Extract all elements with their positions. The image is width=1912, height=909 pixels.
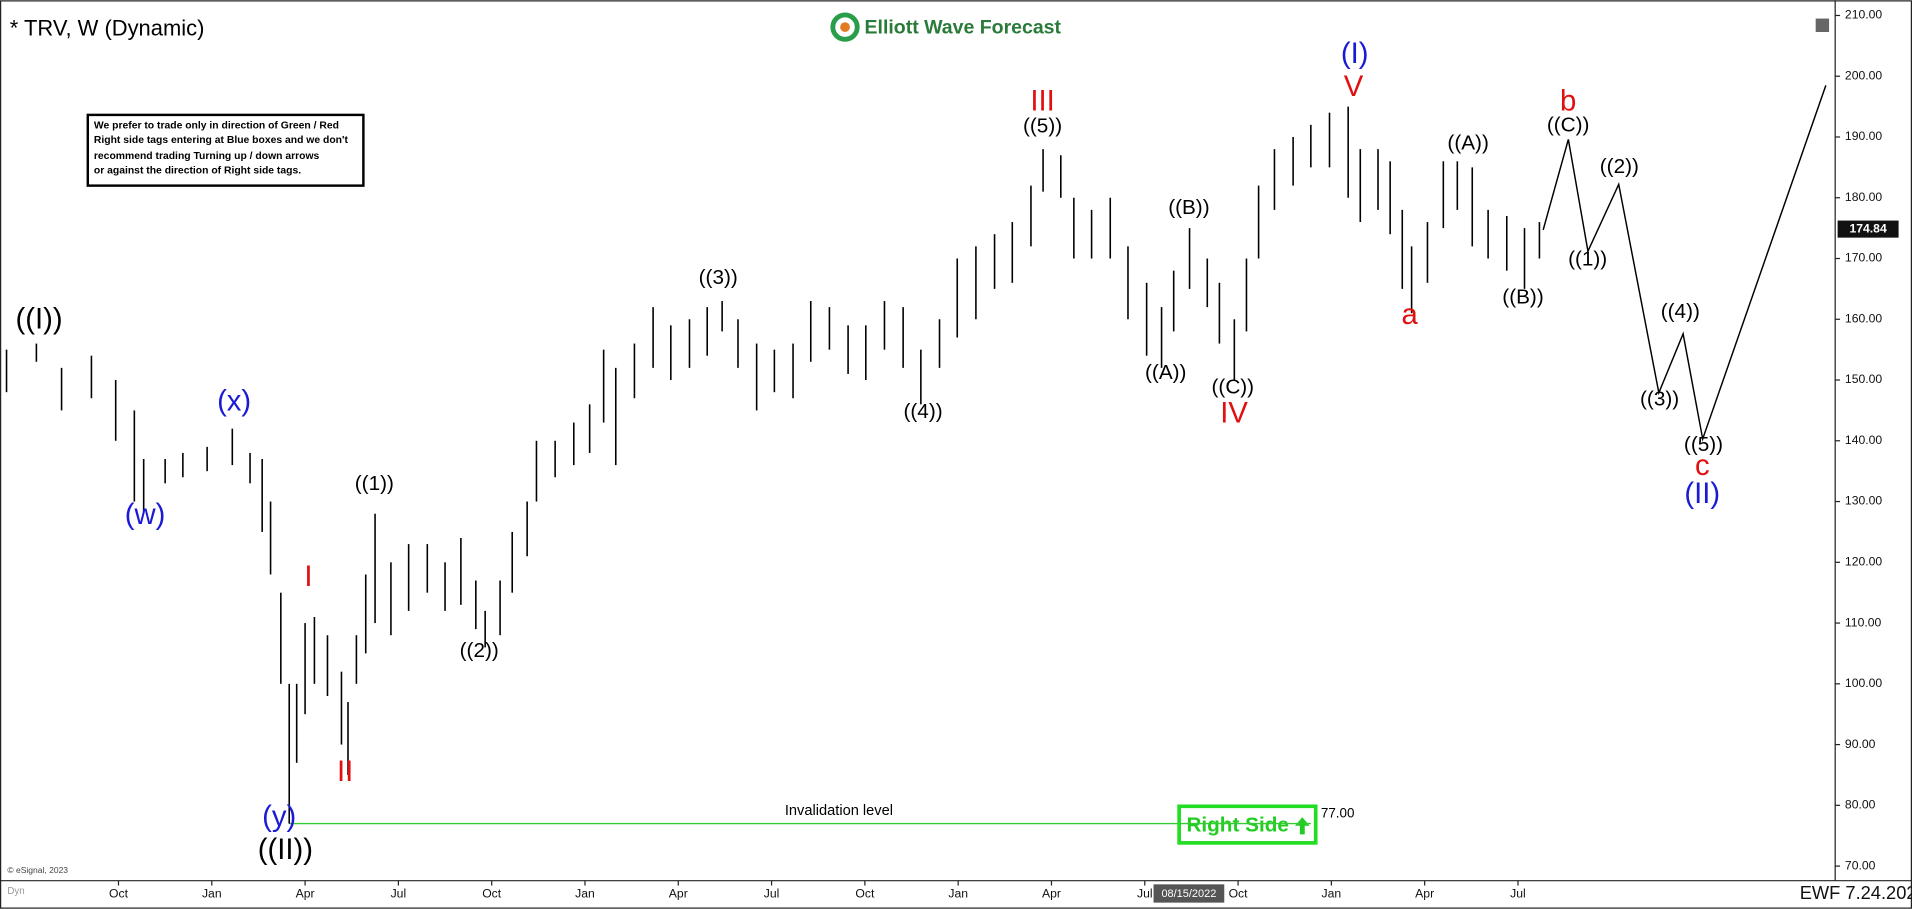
y-tick-label: 120.00 <box>1845 555 1882 569</box>
wave-label: ((5)) <box>1684 433 1723 456</box>
y-tick-label: 140.00 <box>1845 433 1882 447</box>
wave-label: (x) <box>217 385 251 417</box>
chart-title: * TRV, W (Dynamic) <box>10 15 205 40</box>
note-line: Right side tags entering at Blue boxes a… <box>94 135 349 146</box>
cursor-date: 08/15/2022 <box>1161 888 1216 900</box>
cursor-date-box <box>1153 884 1225 903</box>
right-side-text: Right Side <box>1186 813 1288 836</box>
wave-label: (II) <box>1684 478 1720 510</box>
wave-label: b <box>1560 85 1576 117</box>
wave-label: V <box>1344 71 1364 103</box>
wave-label: (y) <box>262 801 296 833</box>
x-tick-label: Jan <box>1322 886 1342 900</box>
logo-icon <box>830 12 860 42</box>
wave-label: ((2)) <box>460 639 499 662</box>
logo-icon-core <box>840 22 850 32</box>
wave-label: ((4)) <box>1661 300 1700 323</box>
note-box: We prefer to trade only in direction of … <box>86 113 365 187</box>
y-tick-label: 180.00 <box>1845 190 1882 204</box>
wave-label: ((C)) <box>1212 376 1255 399</box>
right-side-tag: Right Side <box>1177 804 1318 845</box>
wave-label: I <box>304 561 312 593</box>
wave-label: ((I)) <box>15 304 62 336</box>
projection-path <box>1542 85 1827 442</box>
up-arrow <box>1294 817 1310 835</box>
logo: Elliott Wave Forecast <box>830 12 1062 42</box>
last-price: 174.84 <box>1849 221 1886 235</box>
wave-label: ((4)) <box>904 400 943 423</box>
note-line: recommend trading Turning up / down arro… <box>94 151 320 162</box>
window-icon <box>1815 18 1830 32</box>
wave-label: (w) <box>125 499 166 531</box>
x-tick-label: Oct <box>1229 886 1249 900</box>
footer: EWF 7.24.2023 <box>1800 882 1912 903</box>
x-tick-label: Apr <box>1042 886 1061 900</box>
wave-label: II <box>337 756 353 788</box>
invalidation-text: Invalidation level <box>785 803 893 819</box>
y-tick-label: 190.00 <box>1845 129 1882 143</box>
x-tick-label: Oct <box>109 886 129 900</box>
wave-label: ((2)) <box>1600 155 1639 178</box>
wave-label: ((B)) <box>1502 285 1543 308</box>
brand: Elliott Wave Forecast <box>865 16 1062 38</box>
y-tick-label: 90.00 <box>1845 737 1876 751</box>
y-tick-label: 210.00 <box>1845 8 1882 22</box>
x-tick-label: Jan <box>948 886 968 900</box>
last-price-box <box>1837 220 1899 238</box>
wave-label: ((3)) <box>699 266 738 289</box>
wave-label: ((1)) <box>355 472 394 495</box>
y-tick-label: 100.00 <box>1845 676 1882 690</box>
x-tick-label: Jul <box>1510 886 1526 900</box>
right-side-frame <box>1177 804 1318 845</box>
wave-label: c <box>1695 450 1710 482</box>
note-frame <box>86 113 365 187</box>
x-tick-label: Oct <box>482 886 502 900</box>
copyright: © eSignal, 2023 <box>7 865 68 875</box>
y-tick-label: 160.00 <box>1845 311 1882 325</box>
wave-label: ((1)) <box>1568 247 1607 270</box>
y-tick-label: 170.00 <box>1845 251 1882 265</box>
x-tick-label: Apr <box>296 886 315 900</box>
y-tick-label: 80.00 <box>1845 798 1876 812</box>
x-tick-label: Jul <box>1137 886 1153 900</box>
note-line: We prefer to trade only in direction of … <box>94 121 339 132</box>
invalidation-value: 77.00 <box>1321 805 1355 820</box>
wave-label: ((5)) <box>1023 115 1062 138</box>
y-tick-label: 110.00 <box>1845 615 1882 629</box>
y-tick-label: 130.00 <box>1845 494 1882 508</box>
x-tick-label: Jan <box>575 886 595 900</box>
note-line: or against the direction of Right side t… <box>94 166 301 177</box>
y-tick-label: 150.00 <box>1845 372 1882 386</box>
x-tick-label: Jul <box>764 886 780 900</box>
wave-label: ((A)) <box>1145 361 1186 384</box>
y-tick-label: 70.00 <box>1845 858 1876 872</box>
corner-label: Dyn <box>7 886 24 897</box>
wave-label: ((C)) <box>1547 113 1590 136</box>
wave-label: (I) <box>1341 38 1369 70</box>
wave-label: ((A)) <box>1447 132 1488 155</box>
x-tick-label: Jul <box>391 886 407 900</box>
x-tick-label: Jan <box>202 886 222 900</box>
wave-label: ((3)) <box>1640 388 1679 411</box>
wave-label: a <box>1401 299 1418 331</box>
wave-label: ((II)) <box>258 834 313 866</box>
wave-label: IV <box>1220 398 1248 430</box>
x-tick-label: Apr <box>669 886 688 900</box>
x-tick-label: Apr <box>1415 886 1434 900</box>
y-tick-label: 200.00 <box>1845 68 1882 82</box>
wave-label: III <box>1030 85 1054 117</box>
wave-label: ((B)) <box>1168 196 1209 219</box>
x-tick-label: Oct <box>855 886 875 900</box>
